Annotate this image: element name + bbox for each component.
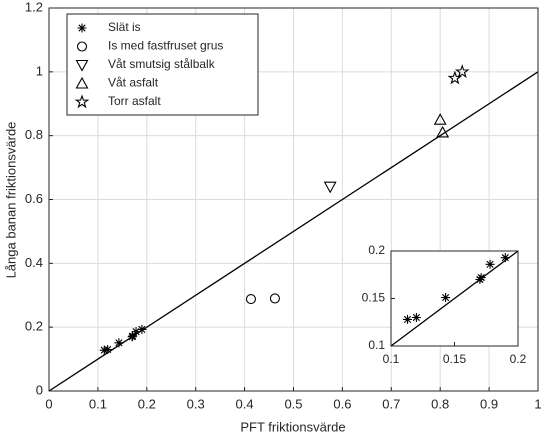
reference-line <box>390 250 519 347</box>
marker <box>454 64 470 79</box>
x-tick-label: 0.9 <box>480 396 498 411</box>
marker <box>411 313 421 322</box>
marker <box>128 331 138 341</box>
marker <box>441 293 451 303</box>
legend-box <box>66 13 259 116</box>
plot-frame <box>390 250 519 347</box>
marker <box>114 338 124 348</box>
marker <box>476 273 486 283</box>
y-tick-label: 1 <box>36 63 43 78</box>
y-tick-label: 0.2 <box>25 319 43 334</box>
x-tick-label: 0.3 <box>187 396 205 411</box>
plot-frame <box>48 7 539 392</box>
x-tick-label: 0.1 <box>89 396 107 411</box>
marker <box>323 181 337 194</box>
legend-label: Våt smutsig stålbalk <box>108 57 216 71</box>
legend-marker <box>75 76 89 89</box>
legend-marker <box>75 59 89 72</box>
legend-marker <box>77 23 87 33</box>
marker <box>99 345 109 355</box>
y-axis-label: Långa banan friktionsvärde <box>3 122 18 279</box>
marker <box>269 293 280 304</box>
legend-label: Våt asfalt <box>108 76 159 90</box>
x-axis-label: PFT friktionsvärde <box>240 419 345 434</box>
y-tick-label: 0 <box>36 382 43 397</box>
y-tick-label: 0.1 <box>368 338 385 352</box>
marker <box>103 345 113 355</box>
x-tick-label: 1 <box>534 396 541 411</box>
marker <box>436 125 450 138</box>
marker <box>137 324 147 334</box>
marker <box>131 327 141 337</box>
y-tick-label: 0.2 <box>368 243 385 257</box>
marker <box>485 259 495 269</box>
legend-marker <box>76 41 88 52</box>
marker <box>433 113 447 125</box>
legend-label: Torr asfalt <box>108 94 161 108</box>
legend-marker <box>74 94 90 109</box>
x-tick-label: 0.5 <box>284 396 302 411</box>
x-tick-label: 0.7 <box>382 396 400 411</box>
x-tick-label: 0.2 <box>510 352 527 366</box>
x-tick-label: 0.4 <box>236 396 254 411</box>
x-tick-label: 0.1 <box>383 352 400 366</box>
y-tick-label: 0.8 <box>25 127 43 142</box>
y-tick-label: 0.4 <box>25 255 43 270</box>
x-tick-label: 0.2 <box>138 396 156 411</box>
marker <box>245 294 257 305</box>
y-tick-label: 0.6 <box>25 191 43 206</box>
y-tick-label: 1.2 <box>25 0 43 14</box>
legend-label: Slät is <box>108 20 141 34</box>
x-tick-label: 0.8 <box>431 396 449 411</box>
legend-label: Is med fastfruset grus <box>108 39 223 53</box>
marker <box>500 253 510 263</box>
x-tick-label: 0.15 <box>443 352 467 366</box>
x-tick-label: 0.6 <box>333 396 351 411</box>
marker <box>403 314 413 324</box>
y-tick-label: 0.15 <box>362 291 386 305</box>
x-tick-label: 0 <box>45 396 52 411</box>
